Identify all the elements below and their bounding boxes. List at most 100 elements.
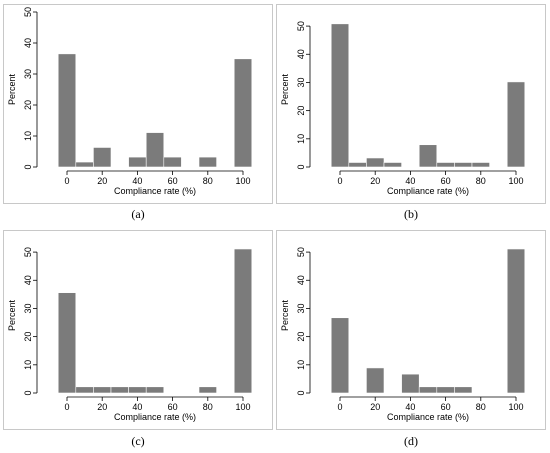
histogram-svg-d: 0 10 20 30 40 50 Percent 0 20 40 60 80 100 Compliance… [276, 230, 546, 430]
caption-d: (d) [404, 434, 418, 448]
histogram-panel-c: 0 10 20 30 40 50 Percent 0 20 40 60 80 100 Compliance… [3, 230, 273, 430]
x-tick-label: 0 [64, 402, 69, 412]
x-tick-label: 20 [97, 176, 107, 186]
y-axis-title: Percent [7, 73, 17, 105]
x-tick-label: 80 [476, 176, 486, 186]
histogram-bar [145, 386, 165, 394]
x-axis-title: Compliance rate (%) [114, 186, 196, 196]
x-tick-label: 40 [132, 176, 142, 186]
x-tick-label: 40 [405, 402, 415, 412]
y-tick-label: 30 [296, 77, 306, 87]
x-tick-label: 0 [64, 176, 69, 186]
panel-frame [276, 4, 546, 204]
histogram-bar [348, 162, 367, 168]
x-axis-title: Compliance rate (%) [387, 186, 469, 196]
histogram-bar [506, 248, 526, 394]
histogram-bar [401, 373, 420, 394]
y-tick-label: 10 [23, 131, 33, 141]
y-tick-label: 30 [296, 303, 306, 313]
x-tick-label: 60 [441, 402, 451, 412]
y-tick-label: 0 [23, 390, 33, 395]
caption-b: (b) [404, 207, 418, 221]
y-tick-label: 0 [296, 164, 306, 169]
histogram-bar [145, 132, 165, 168]
histogram-bar [75, 386, 94, 394]
histogram-bar [471, 162, 490, 168]
histogram-bar [436, 386, 455, 394]
x-tick-label: 60 [168, 176, 178, 186]
y-tick-label: 20 [296, 106, 306, 116]
histogram-bar [366, 157, 385, 168]
y-tick-label: 10 [296, 134, 306, 144]
y-tick-label: 0 [296, 390, 306, 395]
x-tick-label: 40 [132, 402, 142, 412]
histogram-bar [233, 248, 253, 394]
x-tick-label: 100 [235, 402, 250, 412]
x-tick-label: 80 [476, 402, 486, 412]
histogram-bar [128, 386, 147, 394]
y-tick-label: 50 [23, 247, 33, 257]
histogram-svg-b: 0 10 20 30 40 50 Percent 0 20 40 60 80 100 Compliance… [276, 4, 546, 204]
y-tick-label: 40 [296, 49, 306, 59]
histogram-bar [366, 367, 385, 394]
y-tick-label: 40 [23, 275, 33, 285]
y-tick-label: 50 [296, 247, 306, 257]
panel-frame [3, 4, 273, 204]
histogram-panel-d: 0 10 20 30 40 50 Percent 0 20 40 60 80 100 Compliance… [276, 230, 546, 430]
histogram-svg-a: 0 10 20 30 40 50 Percent 0 20 40 60 80 100 Compliance… [3, 4, 273, 204]
y-tick-label: 30 [23, 303, 33, 313]
caption-c: (c) [131, 434, 145, 448]
y-tick-label: 20 [296, 332, 306, 342]
x-tick-label: 100 [508, 402, 523, 412]
y-axis-title: Percent [280, 299, 290, 331]
histogram-bar [198, 156, 217, 168]
y-tick-label: 50 [23, 7, 33, 17]
x-tick-label: 100 [235, 176, 250, 186]
histogram-bar [163, 156, 182, 168]
y-tick-label: 20 [23, 100, 33, 110]
histogram-bar [454, 162, 473, 168]
x-tick-label: 60 [168, 402, 178, 412]
y-tick-label: 40 [23, 38, 33, 48]
x-tick-label: 0 [337, 402, 342, 412]
x-tick-label: 60 [441, 176, 451, 186]
histogram-bar [233, 58, 253, 168]
x-tick-label: 80 [203, 176, 213, 186]
histogram-bar [57, 292, 77, 394]
histogram-bar [330, 317, 350, 394]
histogram-bar [93, 386, 112, 394]
y-tick-label: 0 [23, 164, 33, 169]
x-tick-label: 40 [405, 176, 415, 186]
x-axis-title: Compliance rate (%) [387, 412, 469, 422]
histogram-bar [110, 386, 129, 394]
histogram-bar [93, 147, 112, 168]
histogram-bar [436, 162, 455, 168]
y-tick-label: 20 [23, 332, 33, 342]
y-tick-label: 10 [296, 360, 306, 370]
caption-a: (a) [131, 207, 145, 221]
histogram-bar [57, 53, 77, 168]
histogram-panel-a: 0 10 20 30 40 50 Percent 0 20 40 60 80 100 Compliance… [3, 4, 273, 204]
x-tick-label: 100 [508, 176, 523, 186]
y-axis-title: Percent [280, 73, 290, 105]
y-tick-label: 40 [296, 275, 306, 285]
histogram-bar [506, 81, 526, 168]
histogram-bar [198, 386, 217, 394]
panel-frame [276, 230, 546, 430]
histogram-bar [418, 144, 438, 168]
x-tick-label: 20 [370, 176, 380, 186]
x-tick-label: 20 [370, 402, 380, 412]
histogram-bar [330, 23, 350, 168]
histogram-svg-c: 0 10 20 30 40 50 Percent 0 20 40 60 80 100 Compliance… [3, 230, 273, 430]
y-tick-label: 50 [296, 21, 306, 31]
x-axis-title: Compliance rate (%) [114, 412, 196, 422]
y-axis-title: Percent [7, 299, 17, 331]
histogram-bar [75, 161, 94, 168]
histogram-panel-b: 0 10 20 30 40 50 Percent 0 20 40 60 80 100 Compliance… [276, 4, 546, 204]
histogram-bar [128, 156, 147, 168]
x-tick-label: 80 [203, 402, 213, 412]
y-tick-label: 30 [23, 69, 33, 79]
panel-frame [3, 230, 273, 430]
histogram-bar [383, 162, 402, 168]
x-tick-label: 0 [337, 176, 342, 186]
